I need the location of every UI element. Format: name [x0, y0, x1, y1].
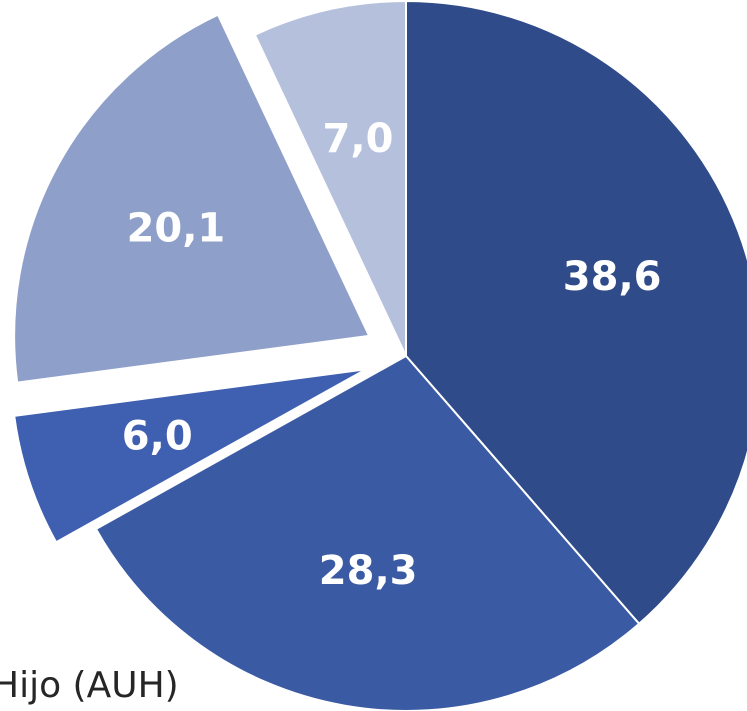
slice-data-label-2: 6,0 — [122, 414, 193, 460]
legend-entry: Hijo (AUH) — [0, 668, 179, 704]
slice-data-label-4: 7,0 — [323, 116, 394, 162]
slice-data-label-3: 20,1 — [127, 205, 226, 251]
slice-data-label-1: 28,3 — [319, 548, 418, 594]
slice-data-label-0: 38,6 — [563, 254, 662, 300]
